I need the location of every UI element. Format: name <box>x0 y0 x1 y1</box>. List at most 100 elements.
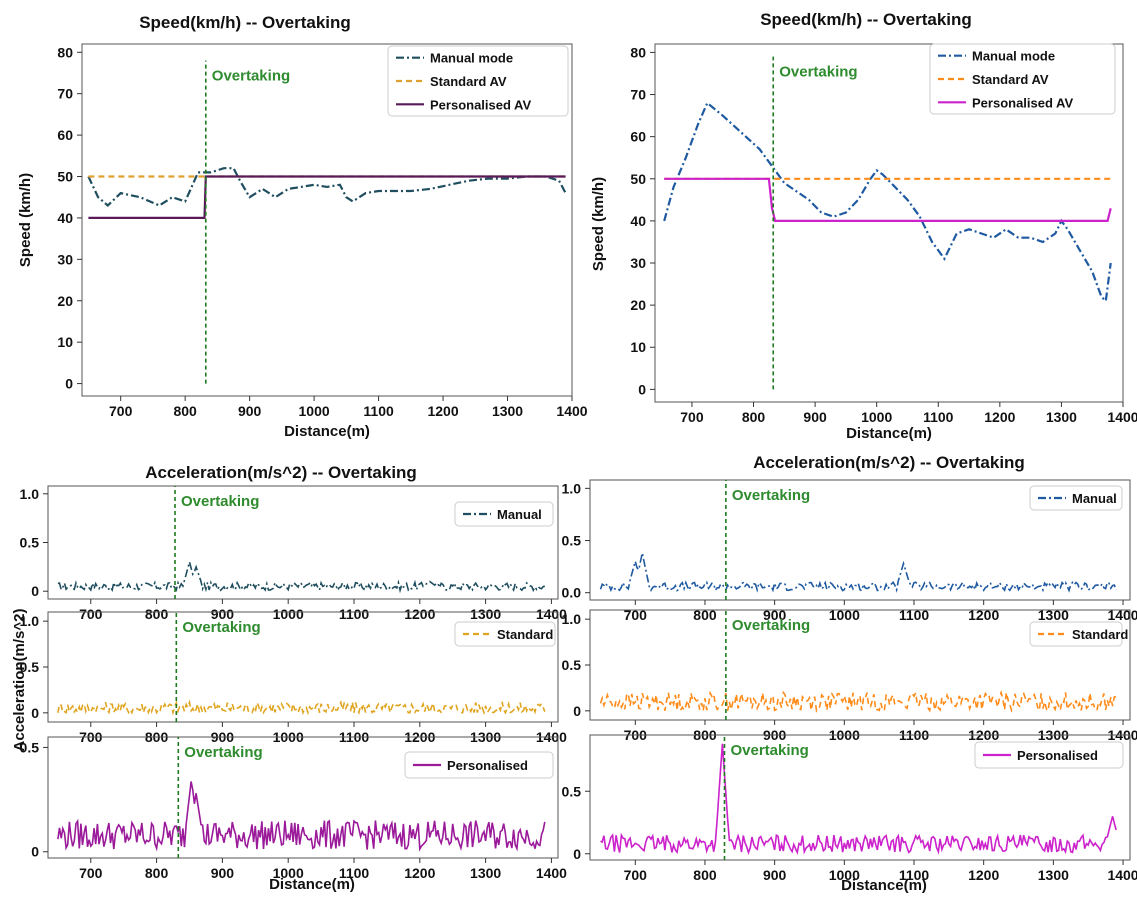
br-chart-title: Acceleration(m/s^2) -- Overtaking <box>753 453 1025 472</box>
tr-ytick-label: 60 <box>630 129 646 145</box>
bl-manual-xtick-label: 1400 <box>536 606 567 622</box>
bl-manual-ytick-label: 0.5 <box>20 535 40 551</box>
tl-ytick-label: 70 <box>57 86 73 102</box>
br-acceleration-chart: Acceleration(m/s^2) -- Overtaking Distanc… <box>562 453 1137 894</box>
tl-xtick-label: 700 <box>109 403 133 419</box>
br-manual-xtick-label: 800 <box>693 607 717 623</box>
tl-xtick-label: 1400 <box>556 403 587 419</box>
tl-x-axis-label: Distance(m) <box>284 423 370 440</box>
tr-xtick-label: 800 <box>742 409 766 425</box>
tr-legend-label: Standard AV <box>972 72 1049 87</box>
bl-series-personalised <box>57 781 546 852</box>
bl-personalised-xtick-label: 1100 <box>339 865 370 881</box>
br-manual-xtick-label: 1300 <box>1038 607 1069 623</box>
br-personalised-xtick-label: 800 <box>693 867 717 883</box>
tr-xtick-label: 1100 <box>923 409 954 425</box>
bl-personalised-legend <box>404 751 554 779</box>
tr-xtick-label: 1300 <box>1046 409 1077 425</box>
br-personalised-xtick-label: 1100 <box>899 867 930 883</box>
tl-xtick-label: 1300 <box>492 403 523 419</box>
bl-chart-title: Acceleration(m/s^2) -- Overtaking <box>145 463 417 482</box>
tl-ytick-label: 20 <box>57 293 73 309</box>
br-panel-manual: 700 800 900 1000 1100 1200 1300 1400 0.0 0.5 1.0 Ov… <box>562 479 1137 623</box>
br-manual-legend-label: Manual <box>1072 491 1117 506</box>
tl-xtick-label: 800 <box>173 403 197 419</box>
bl-personalised-xtick-label: 1000 <box>273 865 304 881</box>
tl-xtick-label: 1000 <box>299 403 330 419</box>
br-standard-ytick-label: 1.0 <box>562 611 582 627</box>
tl-xtick-label: 900 <box>238 403 262 419</box>
tr-xtick-label: 900 <box>803 409 827 425</box>
tl-ytick-label: 50 <box>57 169 73 185</box>
bl-personalised-xtick-label: 1300 <box>470 865 501 881</box>
br-panel-standard: 700 800 900 1000 1100 1200 1300 1400 0 0.5 1.0 Over… <box>562 609 1137 743</box>
bl-personalised-xtick-label: 1400 <box>536 865 567 881</box>
bl-standard-legend-label: Standard <box>497 627 553 642</box>
bl-panel-personalised: 700 800 900 1000 1100 1200 1300 1400 0 0.5 Overtak… <box>20 736 567 881</box>
br-personalised-legend-label: Personalised <box>1017 748 1098 763</box>
tl-ytick-label: 10 <box>57 334 73 350</box>
tl-legend-label: Personalised AV <box>430 97 531 112</box>
br-manual-xtick-label: 1400 <box>1107 607 1137 623</box>
br-manual-ytick-label: 0.5 <box>562 533 582 549</box>
tl-speed-chart: Speed(km/h) -- Overtaking Distance(m) Spee… <box>17 13 588 440</box>
br-personalised-plot-frame <box>589 734 1131 861</box>
br-personalised-xtick-label: 1400 <box>1107 867 1137 883</box>
br-manual-xtick-label: 700 <box>624 607 648 623</box>
bl-manual-xtick-label: 1000 <box>273 606 304 622</box>
bl-personalised-xtick-label: 700 <box>79 865 103 881</box>
bl-manual-xtick-label: 1200 <box>404 606 435 622</box>
bl-standard-legend <box>454 621 556 647</box>
tr-legend <box>929 43 1116 115</box>
tl-xtick-label: 1100 <box>363 403 394 419</box>
br-standard-ytick-label: 0 <box>573 703 581 719</box>
br-personalised-ytick-label: 0.5 <box>562 783 582 799</box>
tr-plot-frame <box>654 43 1124 403</box>
bl-personalised-xtick-label: 1200 <box>404 865 435 881</box>
tl-ytick-label: 60 <box>57 127 73 143</box>
bl-personalised-xtick-label: 900 <box>211 865 235 881</box>
bl-manual-xtick-label: 900 <box>211 606 235 622</box>
bl-personalised-overtaking-label: Overtaking <box>184 744 262 761</box>
br-standard-ytick-label: 0.5 <box>562 657 582 673</box>
tl-overtaking-label: Overtaking <box>212 68 290 85</box>
bl-personalised-xtick-label: 800 <box>145 865 169 881</box>
bl-manual-legend <box>454 501 554 527</box>
tr-overtaking-label: Overtaking <box>779 64 857 81</box>
tr-ytick-label: 10 <box>630 339 646 355</box>
tr-y-axis-label: Speed (km/h) <box>590 177 607 271</box>
tl-ytick-label: 30 <box>57 251 73 267</box>
tr-ytick-label: 20 <box>630 297 646 313</box>
br-personalised-xtick-label: 1000 <box>829 867 860 883</box>
bl-standard-overtaking-label: Overtaking <box>182 619 260 636</box>
tl-legend-label: Manual mode <box>430 51 513 66</box>
tr-legend-label: Personalised AV <box>972 95 1073 110</box>
br-manual-xtick-label: 1200 <box>968 607 999 623</box>
br-manual-ytick-label: 0.0 <box>562 585 582 601</box>
tr-ytick-label: 80 <box>630 44 646 60</box>
br-x-axis-label: Distance(m) <box>841 877 927 894</box>
tl-series-personalised-av <box>88 175 566 219</box>
tr-ytick-label: 0 <box>638 381 646 397</box>
tl-xtick-label: 1200 <box>427 403 458 419</box>
bl-manual-legend-label: Manual <box>497 507 542 522</box>
br-standard-overtaking-label: Overtaking <box>732 617 810 634</box>
br-manual-xtick-label: 900 <box>763 607 787 623</box>
tr-ytick-label: 70 <box>630 87 646 103</box>
bl-manual-xtick-label: 1100 <box>339 606 370 622</box>
bl-y-axis-label: Acceleration(m/s^2) <box>11 609 28 752</box>
bl-manual-ytick-label: 1.0 <box>20 486 40 502</box>
bl-standard-ytick-label: 0.5 <box>20 659 40 675</box>
br-standard-legend-label: Standard <box>1072 627 1128 642</box>
tr-legend-label: Manual mode <box>972 49 1055 64</box>
tl-plot-frame <box>81 43 573 397</box>
bl-personalised-ytick-label: 0.5 <box>20 739 40 755</box>
bl-personalised-legend-label: Personalised <box>447 758 528 773</box>
br-manual-ytick-label: 1.0 <box>562 480 582 496</box>
bl-panel-manual: 700 800 900 1000 1100 1200 1300 1400 0 0.5 1.0 Over… <box>20 485 567 622</box>
br-manual-xtick-label: 1000 <box>829 607 860 623</box>
tl-ytick-label: 0 <box>65 376 73 392</box>
br-personalised-xtick-label: 1300 <box>1038 867 1069 883</box>
